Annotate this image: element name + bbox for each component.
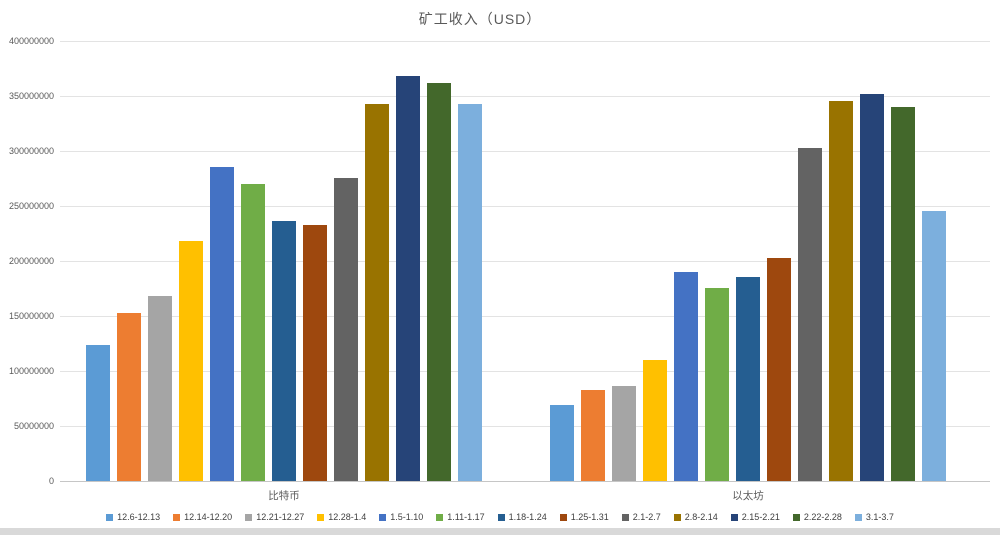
legend-item-12.14-12.20[interactable]: 12.14-12.20 [173, 512, 232, 522]
legend: 12.6-12.13 12.14-12.20 12.21-12.27 12.28-1.… [0, 512, 1000, 522]
x-category-label-比特币: 比特币 [268, 490, 300, 502]
legend-swatch-icon [673, 513, 681, 521]
bar-比特币-12.14-12.20[interactable] [117, 313, 141, 481]
legend-label: 2.22-2.28 [803, 512, 842, 522]
y-tick-label: 50000000 [13, 421, 54, 431]
y-tick-label: 250000000 [8, 201, 54, 211]
bar-以太坊-2.15-2.21[interactable] [860, 94, 884, 481]
chart-title: 矿工收入（USD） [418, 11, 542, 27]
y-gridline [60, 206, 990, 207]
legend-item-1.5-1.10[interactable]: 1.5-1.10 [379, 512, 423, 522]
legend-swatch-icon [854, 513, 862, 521]
legend-swatch-icon [173, 513, 181, 521]
legend-item-2.8-2.14[interactable]: 2.8-2.14 [673, 512, 718, 522]
legend-label: 12.28-1.4 [328, 512, 367, 522]
x-axis-line [60, 481, 990, 482]
bar-以太坊-2.8-2.14[interactable] [829, 101, 853, 481]
bar-比特币-2.1-2.7[interactable] [334, 178, 358, 481]
bar-以太坊-1.11-1.17[interactable] [705, 288, 729, 481]
legend-item-1.25-1.31[interactable]: 1.25-1.31 [559, 512, 609, 522]
plot-area: 0 50000000 100000000 150000000 200000000 2500… [9, 36, 990, 502]
legend-label: 2.8-2.14 [684, 512, 718, 522]
bar-group-以太坊 [550, 94, 946, 481]
legend-swatch-icon [317, 513, 325, 521]
y-tick-label: 400000000 [8, 36, 54, 46]
bar-比特币-1.11-1.17[interactable] [241, 184, 265, 481]
legend-label: 12.6-12.13 [117, 512, 161, 522]
bar-比特币-1.18-1.24[interactable] [272, 221, 296, 481]
bar-比特币-1.5-1.10[interactable] [210, 167, 234, 481]
bar-以太坊-2.22-2.28[interactable] [891, 107, 915, 481]
y-gridline [60, 316, 990, 317]
y-tick-label: 350000000 [8, 91, 54, 101]
legend-swatch-icon [792, 513, 800, 521]
legend-swatch-icon [245, 513, 253, 521]
bar-比特币-1.25-1.31[interactable] [303, 225, 327, 481]
bar-比特币-2.8-2.14[interactable] [365, 104, 389, 481]
x-category-label-以太坊: 以太坊 [732, 490, 764, 502]
legend-label: 1.25-1.31 [570, 512, 609, 522]
bar-以太坊-2.1-2.7[interactable] [798, 148, 822, 481]
bar-比特币-2.22-2.28[interactable] [427, 83, 451, 481]
legend-label: 1.11-1.17 [447, 512, 485, 522]
y-tick-label: 0 [48, 476, 54, 486]
bar-比特币-2.15-2.21[interactable] [396, 76, 420, 481]
y-gridline [60, 41, 990, 42]
y-gridline [60, 96, 990, 97]
legend-item-12.6-12.13[interactable]: 12.6-12.13 [106, 512, 160, 522]
y-gridline [60, 371, 990, 372]
bar-以太坊-12.28-1.4[interactable] [643, 360, 667, 481]
legend-swatch-icon [497, 513, 505, 521]
legend-item-3.1-3.7[interactable]: 3.1-3.7 [854, 512, 894, 522]
legend-swatch-icon [621, 513, 629, 521]
bar-以太坊-1.18-1.24[interactable] [736, 277, 760, 481]
legend-item-12.21-12.27[interactable]: 12.21-12.27 [245, 512, 304, 522]
bar-以太坊-12.14-12.20[interactable] [581, 390, 605, 481]
y-tick-label: 100000000 [8, 366, 54, 376]
legend-label: 1.18-1.24 [508, 512, 547, 522]
bar-比特币-12.6-12.13[interactable] [86, 345, 110, 481]
bar-group-比特币 [86, 76, 482, 481]
legend-item-2.22-2.28[interactable]: 2.22-2.28 [792, 512, 842, 522]
legend-swatch-icon [379, 513, 387, 521]
bar-比特币-12.28-1.4[interactable] [179, 241, 203, 481]
y-gridline [60, 151, 990, 152]
window-bottom-strip [0, 528, 1000, 535]
legend-item-1.18-1.24[interactable]: 1.18-1.24 [497, 512, 547, 522]
legend-swatch-icon [559, 513, 567, 521]
bar-以太坊-1.5-1.10[interactable] [674, 272, 698, 481]
legend-label: 3.1-3.7 [865, 512, 894, 522]
y-gridline [60, 261, 990, 262]
y-tick-label: 300000000 [8, 146, 54, 156]
bar-以太坊-12.6-12.13[interactable] [550, 405, 574, 481]
legend-label: 2.15-2.21 [741, 512, 780, 522]
legend-label: 2.1-2.7 [632, 512, 661, 522]
legend-label: 12.21-12.27 [256, 512, 305, 522]
bar-比特币-3.1-3.7[interactable] [458, 104, 482, 481]
legend-item-12.28-1.4[interactable]: 12.28-1.4 [317, 512, 366, 522]
legend-label: 1.5-1.10 [390, 512, 424, 522]
bar-以太坊-3.1-3.7[interactable] [922, 211, 946, 481]
bar-以太坊-12.21-12.27[interactable] [612, 386, 636, 481]
legend-item-2.1-2.7[interactable]: 2.1-2.7 [621, 512, 661, 522]
legend-label: 12.14-12.20 [184, 512, 233, 522]
bar-比特币-12.21-12.27[interactable] [148, 296, 172, 481]
legend-swatch-icon [106, 513, 114, 521]
y-gridline [60, 426, 990, 427]
legend-item-1.11-1.17[interactable]: 1.11-1.17 [436, 512, 485, 522]
bar-以太坊-1.25-1.31[interactable] [767, 258, 791, 481]
y-tick-label: 150000000 [8, 311, 54, 321]
y-tick-label: 200000000 [8, 256, 54, 266]
legend-swatch-icon [730, 513, 738, 521]
legend-item-2.15-2.21[interactable]: 2.15-2.21 [730, 512, 780, 522]
legend-swatch-icon [436, 513, 444, 521]
